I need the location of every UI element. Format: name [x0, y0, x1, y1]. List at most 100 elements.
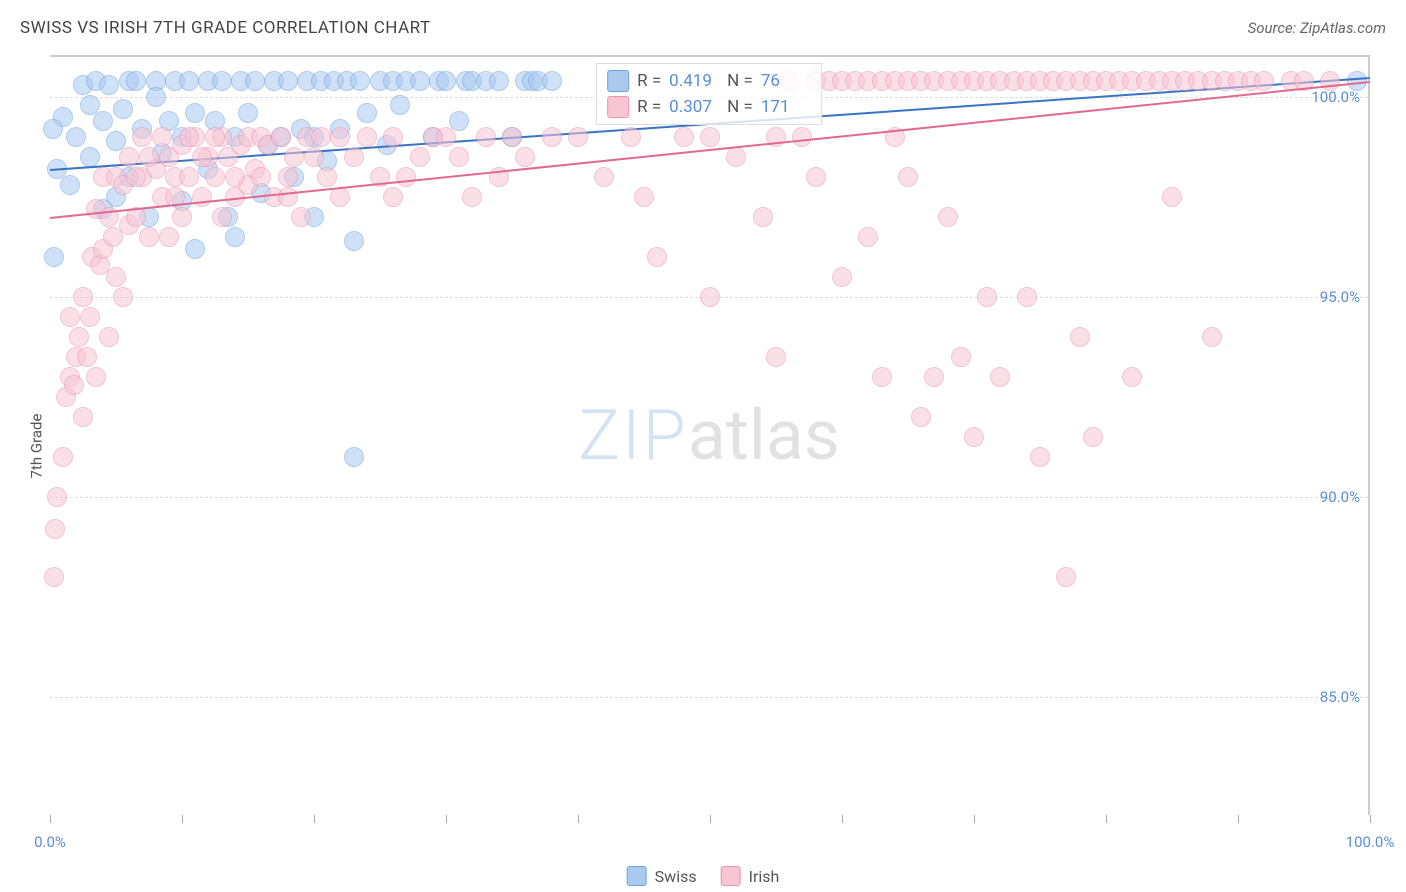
scatter-point: [192, 147, 212, 167]
scatter-point: [43, 119, 63, 139]
scatter-point: [1162, 187, 1182, 207]
scatter-point: [1056, 567, 1076, 587]
scatter-point: [383, 127, 403, 147]
scatter-point: [674, 127, 694, 147]
scatter-point: [832, 267, 852, 287]
scatter-point: [542, 127, 562, 147]
scatter-point: [238, 103, 258, 123]
scatter-point: [489, 71, 509, 91]
chart-title: SWISS VS IRISH 7TH GRADE CORRELATION CHA…: [20, 18, 431, 38]
scatter-point: [93, 111, 113, 131]
scatter-point: [1320, 71, 1340, 91]
watermark-zip: ZIP: [578, 395, 688, 477]
stats-n-label: N =: [727, 71, 753, 91]
scatter-point: [172, 207, 192, 227]
scatter-point: [205, 167, 225, 187]
scatter-point: [344, 147, 364, 167]
x-tick: [446, 815, 447, 823]
x-tick: [710, 815, 711, 823]
scatter-point: [753, 207, 773, 227]
scatter-point: [344, 231, 364, 251]
chart-legend: SwissIrish: [627, 866, 780, 886]
stats-n-label: N =: [727, 97, 753, 117]
scatter-point: [383, 187, 403, 207]
scatter-point: [99, 75, 119, 95]
stats-swatch: [607, 70, 629, 92]
chart-header: SWISS VS IRISH 7TH GRADE CORRELATION CHA…: [20, 18, 1386, 38]
scatter-point: [476, 127, 496, 147]
scatter-point: [938, 207, 958, 227]
scatter-point: [621, 127, 641, 147]
scatter-point: [1122, 367, 1142, 387]
scatter-point: [806, 167, 826, 187]
x-tick: [578, 815, 579, 823]
scatter-point: [278, 71, 298, 91]
scatter-point: [449, 147, 469, 167]
scatter-point: [449, 111, 469, 131]
scatter-point: [212, 71, 232, 91]
stats-r-label: R =: [637, 97, 661, 117]
legend-swatch: [627, 866, 647, 886]
scatter-point: [139, 227, 159, 247]
scatter-point: [410, 147, 430, 167]
scatter-point: [1070, 327, 1090, 347]
scatter-point: [66, 127, 86, 147]
scatter-point: [1083, 427, 1103, 447]
scatter-point: [152, 127, 172, 147]
scatter-point: [132, 127, 152, 147]
scatter-point: [436, 71, 456, 91]
x-tick: [314, 815, 315, 823]
scatter-point: [311, 127, 331, 147]
scatter-point: [60, 307, 80, 327]
scatter-point: [317, 167, 337, 187]
stats-box: R =0.419N =76R =0.307N =171: [596, 63, 822, 125]
chart-plot-area: ZIPatlas 85.0%90.0%95.0%100.0%0.0%100.0%…: [50, 55, 1370, 815]
scatter-point: [278, 167, 298, 187]
scatter-point: [113, 287, 133, 307]
scatter-point: [146, 87, 166, 107]
chart-source: Source: ZipAtlas.com: [1248, 19, 1386, 37]
scatter-point: [205, 127, 225, 147]
scatter-point: [179, 167, 199, 187]
gridline: [50, 697, 1368, 698]
scatter-point: [436, 127, 456, 147]
scatter-point: [634, 187, 654, 207]
stats-n-value: 76: [761, 71, 811, 91]
scatter-point: [647, 247, 667, 267]
scatter-point: [225, 227, 245, 247]
scatter-point: [726, 147, 746, 167]
scatter-point: [924, 367, 944, 387]
scatter-point: [542, 71, 562, 91]
scatter-point: [330, 187, 350, 207]
scatter-point: [515, 147, 535, 167]
scatter-point: [77, 347, 97, 367]
y-tick-label: 85.0%: [1320, 688, 1360, 706]
stats-swatch: [607, 96, 629, 118]
scatter-point: [792, 127, 812, 147]
scatter-point: [106, 267, 126, 287]
scatter-point: [251, 167, 271, 187]
scatter-point: [330, 127, 350, 147]
legend-swatch: [721, 866, 741, 886]
stats-r-value: 0.307: [669, 97, 719, 117]
x-tick: [50, 815, 51, 823]
scatter-point: [291, 207, 311, 227]
scatter-point: [185, 103, 205, 123]
scatter-point: [179, 127, 199, 147]
scatter-point: [304, 147, 324, 167]
scatter-point: [179, 71, 199, 91]
y-tick-label: 90.0%: [1320, 488, 1360, 506]
stats-n-value: 171: [761, 97, 811, 117]
scatter-point: [278, 187, 298, 207]
watermark: ZIPatlas: [578, 395, 840, 477]
scatter-point: [225, 167, 245, 187]
scatter-point: [60, 175, 80, 195]
scatter-point: [396, 167, 416, 187]
scatter-point: [357, 127, 377, 147]
scatter-point: [53, 447, 73, 467]
scatter-point: [898, 167, 918, 187]
scatter-point: [73, 287, 93, 307]
legend-label: Irish: [749, 867, 780, 886]
scatter-point: [185, 239, 205, 259]
scatter-point: [86, 367, 106, 387]
